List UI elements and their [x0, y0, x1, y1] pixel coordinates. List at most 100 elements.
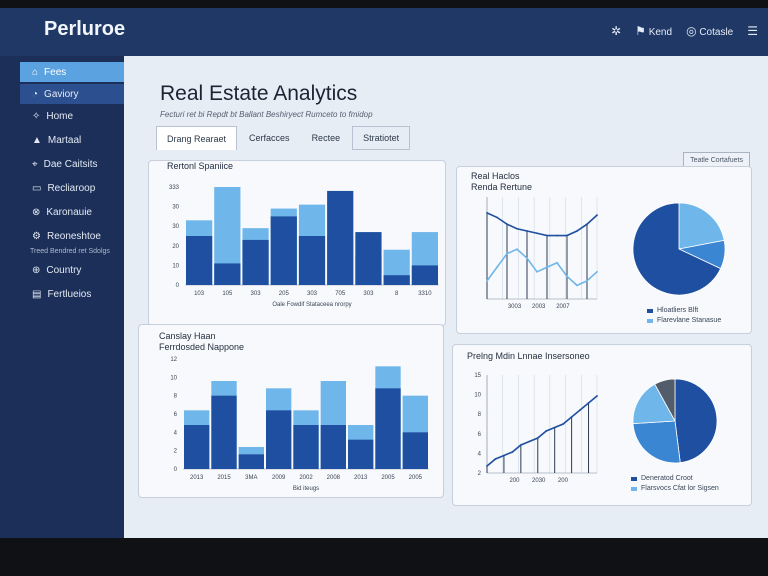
y-tick-label: 4: [478, 451, 482, 457]
data-point: [556, 234, 558, 237]
legend-swatch: [647, 308, 653, 313]
data-point: [536, 232, 538, 235]
sidebar-item-country[interactable]: ⊕ Country: [20, 260, 124, 280]
pie-slice: [632, 383, 676, 425]
bar-dark: [383, 275, 410, 285]
sidebar-item-recliaroop[interactable]: ▭ Recliaroop: [20, 178, 124, 198]
bar-dark: [270, 216, 297, 285]
card-title: Canslay Haan Ferrdosded Nappone: [159, 331, 245, 352]
data-point: [528, 440, 531, 443]
legend-label: Flarsvocs Cfat lor Sigsen: [641, 485, 719, 492]
sidebar-item-label: Reoneshtoe: [46, 230, 101, 242]
pie-slice: [654, 378, 676, 422]
x-tick-label: 303: [363, 291, 374, 297]
x-tick-label: 105: [222, 291, 233, 297]
x-tick-label: 8: [395, 291, 399, 297]
bar-chart-2: 0 2 4 6 8 10 12 2013 2015 3MA 2009 2002 2008 2013 2005…: [170, 357, 429, 492]
y-tick-label: 10: [170, 375, 177, 381]
pie-slice: [674, 378, 718, 464]
legend-swatch: [647, 318, 653, 323]
sidebar-item-label: Dae Caitsits: [43, 158, 98, 170]
account-label: Cotasle: [699, 27, 734, 38]
legend-item: Flarsvocs Cfat lor Sigsen: [631, 485, 719, 492]
data-point: [519, 444, 522, 446]
x-tick-label: 2003: [532, 304, 546, 310]
data-point: [579, 409, 581, 411]
x-tick-label: 2002: [299, 475, 313, 481]
y-tick-label: 333: [169, 185, 180, 191]
folder-icon: ▤: [32, 288, 42, 300]
chart-icon: ◔: [32, 88, 39, 100]
sidebar-item-label: Gaviory: [44, 88, 79, 100]
page-subtitle: Fecturi ret bi Repdt bt Ballant Beshirye…: [160, 110, 373, 119]
y-tick-label: 8: [478, 412, 482, 418]
app-logo: Perluroe: [44, 18, 126, 40]
line-chart-2: 200 2030 200 2 4 6 8 10 15: [474, 373, 718, 484]
y-tick-label: 20: [172, 244, 179, 250]
x-tick-label: 3003: [508, 304, 522, 310]
pie-slice: [632, 202, 722, 296]
sidebar-item-label: Fees: [44, 66, 67, 78]
x-tick-label: 205: [279, 291, 290, 297]
sidebar-item-fertlueios[interactable]: ▤ Fertlueios: [20, 284, 124, 304]
bar-dark: [184, 425, 210, 469]
data-point: [506, 223, 508, 226]
sidebar-item-gaviory[interactable]: ◔ Gaviory: [20, 84, 124, 104]
y-tick-label: 10: [474, 393, 481, 399]
tab-drang-rearaet[interactable]: Drang Rearaet: [156, 126, 238, 150]
user-menu[interactable]: ⚑ Kend: [635, 24, 672, 38]
main-content: Real Estate Analytics Fecturi ret bi Rep…: [124, 56, 768, 538]
sidebar-item-label: Martaal: [47, 134, 82, 146]
legend-label: Hloatliers Blft: [657, 307, 699, 314]
data-point: [587, 402, 590, 404]
bar-dark: [320, 425, 346, 469]
data-point: [516, 227, 518, 230]
data-point: [486, 279, 488, 282]
data-point: [562, 423, 565, 425]
sidebar-item-label: Recliaroop: [47, 182, 96, 194]
x-tick-label: 705: [335, 291, 346, 297]
data-point: [536, 270, 538, 273]
hamburger-icon[interactable]: ☰: [747, 24, 758, 38]
sidebar-item-label: Karonauie: [46, 206, 92, 218]
sidebar-item-karonauie[interactable]: ⊗ Karonauie: [20, 202, 124, 222]
sidebar-item-dae-caitsits[interactable]: ⌖ Dae Caitsits: [20, 154, 124, 174]
legend-item: Deneratod Croot: [631, 475, 693, 482]
x-tick-label: 303: [251, 291, 262, 297]
x-tick-label: 2009: [272, 475, 286, 481]
sidebar-item-martaal[interactable]: ▲ Martaal: [20, 130, 124, 150]
x-axis-label: Bid iteugs: [293, 486, 319, 492]
gear-icon[interactable]: ✲: [611, 24, 622, 38]
sidebar-item-home[interactable]: ✧ Home: [20, 106, 124, 126]
x-tick-label: 2005: [381, 475, 395, 481]
y-tick-label: 15: [474, 373, 481, 379]
legend-swatch: [631, 486, 637, 491]
bar-dark: [266, 410, 292, 469]
user-icon: ⚑: [635, 24, 646, 38]
y-tick-label: 12: [170, 357, 177, 363]
account-menu[interactable]: ◎ Cotasle: [686, 24, 733, 38]
x-tick-label: 103: [194, 291, 205, 297]
card-bar-chart-1: Rertonl Spaniice 0 10 20 30 30 333 103 105 303 20…: [148, 160, 446, 326]
sidebar-item-reoneshtoe[interactable]: ⚙ Reoneshtoe: [20, 226, 124, 246]
data-point: [546, 234, 548, 237]
card-bar-chart-2: Canslay Haan Ferrdosded Nappone 0 2 4 6 8 10 1…: [138, 324, 444, 498]
bar-dark: [211, 395, 237, 469]
data-point: [506, 252, 508, 255]
sidebar-item-fees[interactable]: ⌂ Fees: [20, 62, 124, 82]
bar-dark: [186, 236, 213, 285]
bar-chart-1: 0 10 20 30 30 333 103 105 303 205 303 705 303 8 3310 Oa…: [169, 185, 439, 308]
tab-cerfacces[interactable]: Cerfacces: [249, 133, 290, 143]
data-point: [516, 248, 518, 251]
x-tick-label: 2013: [354, 475, 368, 481]
card-title: Rertonl Spaniice: [167, 161, 234, 171]
data-point: [546, 266, 548, 269]
y-tick-label: 6: [174, 412, 178, 418]
tab-stratiotet[interactable]: Stratiotet: [352, 126, 411, 150]
data-point: [496, 266, 498, 269]
tab-rectee[interactable]: Rectee: [311, 133, 341, 143]
bar-dark: [411, 265, 438, 285]
globe-icon: ⊕: [32, 264, 41, 276]
line-chart-1: 3003 2003 2007: [486, 197, 726, 310]
home-icon: ⌂: [32, 66, 39, 78]
